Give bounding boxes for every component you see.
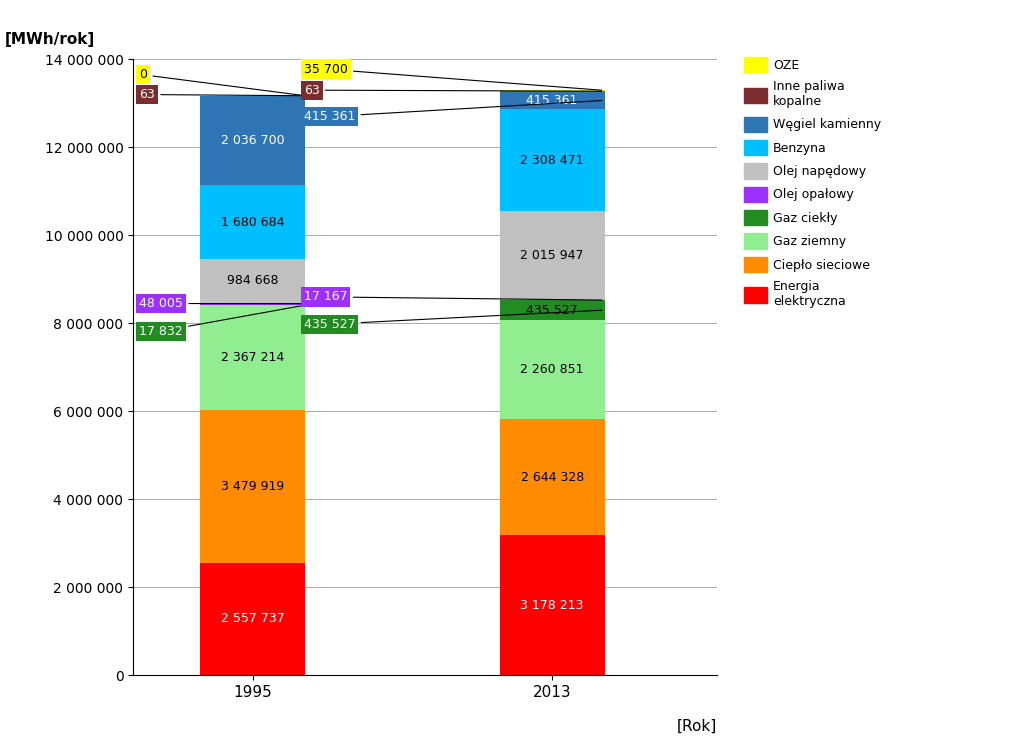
- Text: 63: 63: [139, 88, 302, 101]
- Bar: [500, 419, 604, 536]
- Bar: [500, 90, 604, 91]
- Text: 984 668: 984 668: [227, 275, 279, 287]
- Bar: [500, 320, 604, 419]
- Bar: [201, 259, 305, 303]
- Bar: [500, 211, 604, 300]
- Bar: [201, 306, 305, 410]
- Bar: [500, 91, 604, 110]
- Bar: [201, 186, 305, 259]
- Text: 2 308 471: 2 308 471: [520, 154, 584, 167]
- Bar: [201, 562, 305, 675]
- Text: 48 005: 48 005: [139, 297, 302, 310]
- Text: 435 527: 435 527: [304, 310, 602, 331]
- Text: 2 260 851: 2 260 851: [520, 363, 584, 376]
- Text: 3 479 919: 3 479 919: [221, 479, 285, 493]
- Text: 415 361: 415 361: [526, 93, 578, 107]
- Text: 435 527: 435 527: [526, 303, 578, 317]
- Bar: [500, 300, 604, 301]
- Text: [MWh/rok]: [MWh/rok]: [5, 32, 95, 47]
- Text: 2 015 947: 2 015 947: [520, 249, 584, 262]
- Bar: [201, 96, 305, 186]
- Text: 35 700: 35 700: [304, 62, 602, 91]
- Bar: [201, 303, 305, 305]
- Text: 17 832: 17 832: [139, 306, 302, 338]
- Text: 415 361: 415 361: [304, 100, 602, 123]
- Bar: [201, 410, 305, 562]
- Bar: [500, 536, 604, 675]
- Text: 2 557 737: 2 557 737: [221, 612, 285, 626]
- Bar: [500, 110, 604, 211]
- Text: 2 036 700: 2 036 700: [221, 134, 285, 147]
- Text: 0: 0: [139, 68, 302, 96]
- Text: 17 167: 17 167: [304, 290, 602, 303]
- Text: 63: 63: [304, 84, 602, 96]
- Text: 2 644 328: 2 644 328: [520, 470, 584, 484]
- Legend: OZE, Inne paliwa
kopalne, Węgiel kamienny, Benzyna, Olej napędowy, Olej opałowy,: OZE, Inne paliwa kopalne, Węgiel kamienn…: [740, 53, 885, 312]
- Bar: [201, 305, 305, 306]
- Bar: [500, 301, 604, 320]
- Text: 3 178 213: 3 178 213: [520, 599, 584, 612]
- Text: 2 367 214: 2 367 214: [221, 351, 285, 364]
- Text: [Rok]: [Rok]: [677, 718, 717, 733]
- Text: 1 680 684: 1 680 684: [221, 216, 285, 229]
